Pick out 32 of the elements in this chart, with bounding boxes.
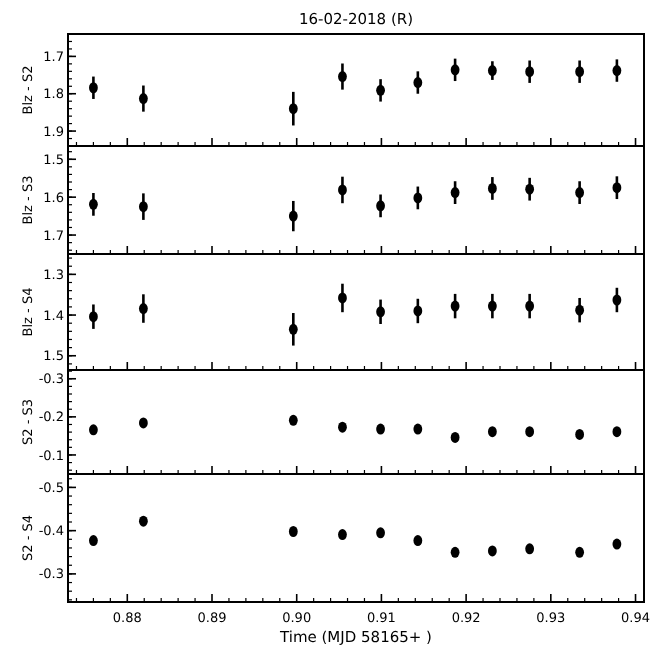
point [612, 65, 622, 77]
point [487, 300, 497, 312]
point [138, 93, 148, 105]
point [376, 84, 385, 96]
point [450, 300, 460, 312]
point [413, 305, 423, 317]
point [288, 323, 298, 335]
point [413, 77, 423, 89]
point [288, 103, 298, 115]
point [89, 198, 98, 210]
point [575, 187, 585, 199]
point [338, 71, 347, 83]
point [487, 182, 497, 194]
point [575, 304, 585, 316]
point [413, 192, 423, 204]
point [376, 200, 385, 212]
point [288, 210, 298, 222]
point [138, 201, 148, 213]
point [89, 82, 98, 94]
point [525, 300, 535, 312]
point [525, 66, 535, 78]
point [338, 292, 347, 304]
point [450, 64, 460, 76]
point [338, 184, 347, 196]
point [612, 182, 622, 194]
point [138, 303, 148, 315]
point [612, 294, 622, 306]
point [450, 187, 460, 199]
point [575, 66, 585, 78]
point [89, 311, 98, 323]
point [376, 306, 385, 318]
point [525, 183, 535, 195]
